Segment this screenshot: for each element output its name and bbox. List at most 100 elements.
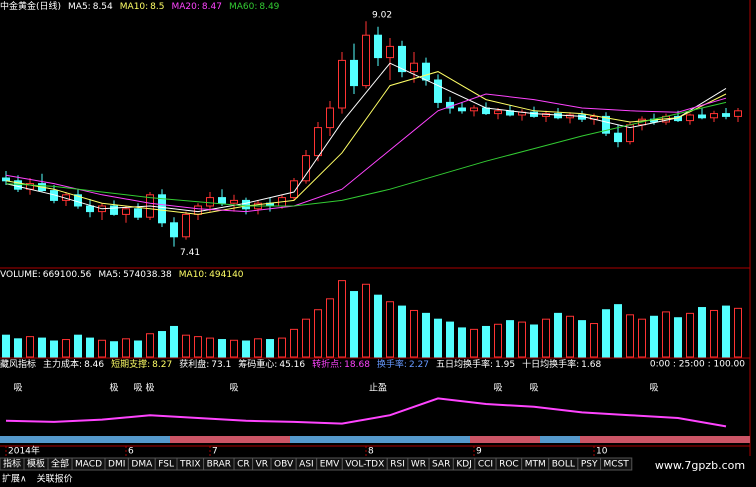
volume-bar xyxy=(182,334,190,358)
volume-bar xyxy=(158,331,166,358)
tab[interactable]: MACD xyxy=(71,457,106,471)
header-label: 换手率: xyxy=(377,358,407,370)
volume-bar xyxy=(338,280,346,358)
tab-label: CCI xyxy=(478,460,493,470)
volume-bar xyxy=(650,315,658,358)
tab-label: FSL xyxy=(158,460,174,470)
tab[interactable]: MCST xyxy=(600,457,633,471)
tab[interactable]: OBV xyxy=(270,457,297,471)
signal-strip xyxy=(0,436,750,443)
tab-label: ASI xyxy=(299,460,314,470)
tab[interactable]: RSI xyxy=(386,457,409,471)
volume-bar xyxy=(590,323,598,358)
header-label: 五日均换手率: xyxy=(436,358,493,370)
volume-bar xyxy=(302,318,310,358)
candle-body xyxy=(242,199,250,210)
volume-bar xyxy=(50,340,58,358)
tab-label: 模板 xyxy=(27,458,45,470)
header-label: VOLUME: xyxy=(0,270,41,280)
tab[interactable]: EMV xyxy=(316,457,343,471)
header-value: 669100.56 xyxy=(43,270,92,280)
tab[interactable]: WR xyxy=(407,457,430,471)
tab[interactable]: ASI xyxy=(295,457,318,471)
signal-label: 极 xyxy=(145,382,154,394)
header-label: 转折点: xyxy=(312,358,342,370)
ma-line xyxy=(5,101,727,207)
candle-body xyxy=(722,113,730,117)
tab[interactable]: KDJ xyxy=(452,457,476,471)
candle-body xyxy=(422,62,430,81)
tab[interactable]: 模板 xyxy=(23,457,49,471)
header-label: MA10: xyxy=(120,2,148,12)
volume-bar xyxy=(422,312,430,358)
tab[interactable]: VR xyxy=(252,457,272,471)
tab[interactable]: 全部 xyxy=(47,457,73,471)
candle-body xyxy=(134,208,142,218)
tab[interactable]: PSY xyxy=(577,457,602,471)
signal-label: 止盈 xyxy=(369,382,387,394)
candle-body xyxy=(686,114,694,122)
candle-body xyxy=(158,194,166,224)
volume-bar xyxy=(350,291,358,358)
signal-strip xyxy=(580,436,750,443)
header-value: 574038.38 xyxy=(123,270,172,280)
price-annotation: 9.02 xyxy=(372,11,392,21)
header-label: MA10: xyxy=(179,270,207,280)
volume-bar xyxy=(122,338,130,358)
tab[interactable]: DMI xyxy=(104,457,129,471)
tab[interactable]: CCI xyxy=(474,457,497,471)
volume-bar xyxy=(506,320,514,358)
tab[interactable]: SAR xyxy=(428,457,454,471)
tab-label: 全部 xyxy=(51,458,69,470)
volume-bar xyxy=(458,327,466,358)
watermark: www.7gpzb.com xyxy=(655,459,745,472)
candle-body xyxy=(86,205,94,213)
volume-bar xyxy=(206,337,214,358)
tab-label: VR xyxy=(256,460,268,470)
tab[interactable]: VOL-TDX xyxy=(341,457,388,471)
ma-line xyxy=(5,62,727,213)
header-label: 主力成本: xyxy=(43,358,82,370)
tab-label: SAR xyxy=(432,460,450,470)
tab[interactable]: DMA xyxy=(127,457,156,471)
footer-tab[interactable]: 关联报价 xyxy=(37,473,73,485)
header-label: 获利盘: xyxy=(179,358,209,370)
volume-bar xyxy=(98,339,106,358)
candle-body xyxy=(302,155,310,182)
volume-bar xyxy=(446,321,454,358)
volume-bar xyxy=(518,321,526,358)
tab[interactable]: TRIX xyxy=(176,457,205,471)
tab[interactable]: ROC xyxy=(495,457,523,471)
tab[interactable]: CR xyxy=(233,457,254,471)
tab[interactable]: FSL xyxy=(154,457,178,471)
tab[interactable]: BOLL xyxy=(548,457,579,471)
volume-bar xyxy=(230,339,238,358)
ma-line xyxy=(5,71,727,215)
header-label: 短期支撑: xyxy=(111,358,150,370)
candle-body xyxy=(326,107,334,129)
candle-body xyxy=(458,107,466,112)
volume-bar xyxy=(686,312,694,358)
header-value: 494140 xyxy=(209,270,244,280)
tab-label: BRAR xyxy=(207,460,231,470)
candle-body xyxy=(410,62,418,73)
volume-bar xyxy=(722,305,730,358)
volume-bar xyxy=(242,340,250,358)
tab-label: EMV xyxy=(320,460,340,470)
header-value: 1.95 xyxy=(495,360,515,370)
header-label: 藏风指标 xyxy=(0,358,36,370)
candle-body xyxy=(386,45,394,59)
tab-label: MCST xyxy=(604,460,630,470)
volume-bar xyxy=(554,312,562,358)
volume-bar xyxy=(38,337,46,358)
tab[interactable]: 指标 xyxy=(0,457,25,471)
header-value: 18.68 xyxy=(344,360,370,370)
tab[interactable]: MTM xyxy=(521,457,550,471)
footer-tab[interactable]: 扩展∧ xyxy=(2,473,27,485)
tab-label: 指标 xyxy=(3,458,21,470)
header-row: 中金黄金(日线) MA5: 8.54 MA10: 8.5 MA20: 8.47 MA60: 8.… xyxy=(0,0,280,12)
candle-body xyxy=(314,127,322,157)
tab[interactable]: BRAR xyxy=(203,457,235,471)
volume-bar xyxy=(314,309,322,358)
volume-bar xyxy=(578,320,586,358)
